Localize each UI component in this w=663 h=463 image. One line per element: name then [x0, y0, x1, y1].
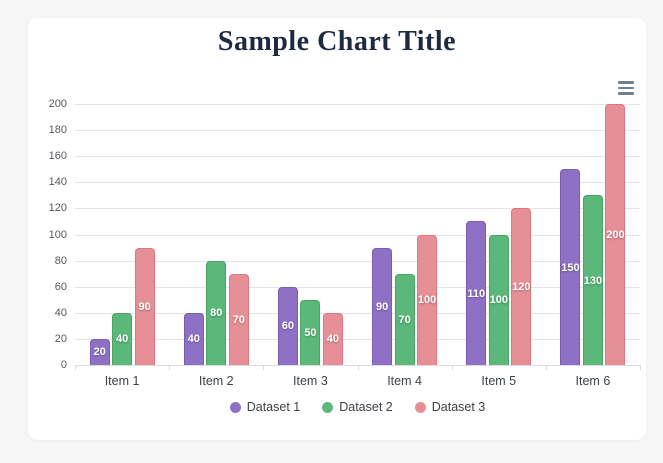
- x-axis-tick: [640, 365, 641, 370]
- bar-value-label: 150: [561, 261, 580, 274]
- y-axis-label: 60: [54, 280, 67, 293]
- y-axis-label: 160: [48, 150, 67, 163]
- x-axis-tick: [169, 365, 171, 370]
- gridline: [75, 182, 640, 184]
- bar-value-label: 40: [187, 333, 200, 346]
- x-axis-label: Item 5: [481, 374, 517, 388]
- bar-dataset-2-item-5[interactable]: 100: [488, 234, 509, 365]
- bar-dataset-3-item-6[interactable]: 200: [605, 104, 626, 365]
- plot-grid: 0 20 40 60 80 100 120 140 160 180 200 Item 1 20 40 90 I…: [49, 98, 641, 388]
- bar-dataset-3-item-2[interactable]: 70: [228, 273, 249, 365]
- bar-dataset-1-item-6[interactable]: 150: [560, 169, 581, 365]
- gridline: [75, 312, 640, 314]
- x-axis-label: Item 3: [293, 374, 328, 388]
- legend-item-dataset-2[interactable]: Dataset 2: [322, 400, 393, 414]
- bar-dataset-2-item-3[interactable]: 50: [300, 299, 321, 365]
- legend-label: Dataset 1: [246, 400, 301, 414]
- bar-value-label: 100: [417, 294, 437, 307]
- bar-dataset-2-item-6[interactable]: 130: [582, 195, 603, 365]
- bar-dataset-2-item-4[interactable]: 70: [394, 273, 415, 365]
- legend-marker-icon: [229, 401, 241, 413]
- chart-menu-button[interactable]: [614, 78, 638, 98]
- legend-marker-icon: [414, 401, 426, 413]
- gridline: [75, 156, 640, 158]
- plot-area: 0 20 40 60 80 100 120 140 160 180 200 Item 1 20 40 90 I…: [28, 98, 646, 404]
- bar-value-label: 70: [232, 313, 245, 326]
- x-axis-tick: [357, 365, 359, 370]
- x-axis-label: Item 4: [387, 374, 422, 388]
- gridline: [75, 286, 640, 288]
- x-axis-tick: [545, 365, 547, 370]
- y-axis-label: 40: [54, 306, 67, 319]
- bar-dataset-1-item-3[interactable]: 60: [277, 286, 298, 365]
- bar-value-label: 60: [281, 320, 295, 333]
- legend: Dataset 1 Dataset 2 Dataset 3: [75, 400, 640, 414]
- y-axis-label: 20: [54, 332, 67, 345]
- x-axis-label: Item 1: [104, 374, 140, 388]
- x-axis-label: Item 6: [575, 374, 611, 388]
- bar-dataset-1-item-1[interactable]: 20: [89, 338, 110, 365]
- bar-value-label: 90: [138, 300, 151, 313]
- legend-item-dataset-3[interactable]: Dataset 3: [414, 400, 486, 414]
- bar-value-label: 80: [210, 307, 223, 320]
- x-axis-tick: [451, 365, 453, 370]
- gridline: [75, 234, 640, 236]
- bar-value-label: 40: [115, 333, 129, 346]
- bar-dataset-2-item-2[interactable]: 80: [206, 260, 227, 365]
- bar-value-label: 100: [489, 294, 508, 307]
- x-axis-tick: [263, 365, 265, 370]
- bar-value-label: 130: [583, 274, 603, 287]
- chart-title: Sample Chart Title: [217, 26, 457, 57]
- bar-value-label: 20: [93, 346, 106, 359]
- bar-dataset-2-item-1[interactable]: 40: [112, 312, 133, 365]
- gridline: [75, 104, 640, 105]
- y-axis-label: 120: [48, 202, 67, 215]
- bar-value-label: 50: [304, 326, 317, 339]
- bar-dataset-3-item-3[interactable]: 40: [322, 312, 343, 365]
- bar-value-label: 40: [326, 333, 340, 346]
- bar-dataset-3-item-4[interactable]: 100: [417, 234, 438, 365]
- bar-dataset-1-item-4[interactable]: 90: [372, 247, 393, 365]
- bar-dataset-1-item-5[interactable]: 110: [466, 221, 487, 365]
- y-axis-label: 200: [48, 98, 67, 110]
- legend-label: Dataset 2: [339, 400, 393, 414]
- gridline: [75, 208, 640, 210]
- gridline: [75, 338, 640, 340]
- bar-dataset-3-item-1[interactable]: 90: [134, 247, 155, 365]
- bar-dataset-3-item-5[interactable]: 120: [511, 208, 532, 365]
- y-axis-label: 100: [48, 228, 67, 241]
- y-axis-label: 140: [48, 176, 67, 189]
- x-axis-tick: [75, 365, 76, 370]
- y-axis-label: 180: [48, 124, 67, 137]
- chart-card: Sample Chart Title 0 20 40 60 80 100 120 140 160…: [28, 18, 646, 440]
- x-axis-label: Item 2: [198, 374, 234, 388]
- gridline: [75, 260, 640, 262]
- bar-value-label: 70: [398, 313, 411, 326]
- bar-dataset-1-item-2[interactable]: 40: [183, 312, 204, 365]
- bar-value-label: 90: [375, 300, 389, 313]
- legend-marker-icon: [322, 401, 334, 413]
- bar-value-label: 200: [606, 229, 625, 241]
- bar-value-label: 120: [512, 281, 531, 294]
- bar-value-label: 110: [467, 287, 486, 300]
- legend-item-dataset-1[interactable]: Dataset 1: [229, 400, 301, 414]
- y-axis-label: 80: [54, 254, 67, 267]
- y-axis-label: 0: [60, 359, 67, 371]
- legend-label: Dataset 3: [431, 400, 486, 414]
- gridline: [75, 130, 640, 132]
